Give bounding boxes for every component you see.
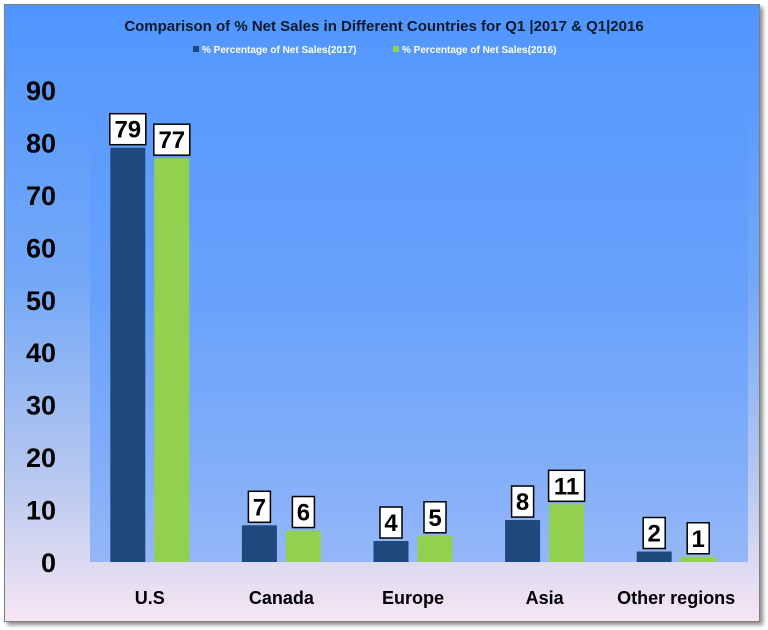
y-tick-label: 90 <box>26 76 56 106</box>
bar-2017-u-s <box>110 147 146 562</box>
bar-2016-u-s <box>154 158 190 562</box>
y-tick-label: 50 <box>26 286 56 316</box>
bar-2016-other-regions <box>680 556 716 562</box>
data-label: 11 <box>554 473 579 500</box>
data-label-box <box>379 506 403 539</box>
data-label-box <box>686 522 710 555</box>
bar-2017-other-regions <box>636 551 672 562</box>
x-tick-label: U.S <box>135 588 165 608</box>
data-label-box <box>109 112 147 146</box>
legend: % Percentage of Net Sales(2017) % Percent… <box>193 45 557 56</box>
data-label: 4 <box>384 510 398 537</box>
y-tick-label: 70 <box>26 181 56 211</box>
data-label: 79 <box>114 117 141 144</box>
bar-2016-asia <box>549 504 585 562</box>
legend-label-2: % Percentage of Net Sales(2016) <box>402 45 557 56</box>
data-label: 1 <box>692 526 705 553</box>
legend-label-1: % Percentage of Net Sales(2017) <box>202 45 357 56</box>
y-axis: 0 10 20 30 40 50 60 70 80 90 <box>26 76 56 578</box>
bar-2017-asia <box>505 520 541 562</box>
y-tick-label: 80 <box>26 128 56 158</box>
data-label-box <box>247 490 272 524</box>
chart-title: Comparison of % Net Sales in Different C… <box>124 18 643 35</box>
data-label-box <box>510 485 535 518</box>
data-label: 7 <box>253 494 266 521</box>
data-label-box <box>291 495 316 529</box>
data-label: 2 <box>648 521 661 548</box>
bar-2017-europe <box>373 541 409 562</box>
bar-2017-canada <box>241 525 277 562</box>
x-tick-label: Canada <box>249 588 315 608</box>
bar-2016-europe <box>417 535 453 562</box>
bars <box>110 147 716 562</box>
x-tick-label: Other regions <box>617 588 735 608</box>
data-label: 5 <box>428 505 441 532</box>
x-tick-label: Asia <box>526 588 565 608</box>
legend-swatch-2 <box>393 46 399 52</box>
y-tick-label: 20 <box>26 443 56 473</box>
x-tick-label: Europe <box>382 588 444 608</box>
data-label-box <box>153 123 191 156</box>
bar-2016-canada <box>285 530 321 562</box>
data-label-box <box>423 501 447 534</box>
data-label: 77 <box>158 127 185 154</box>
legend-swatch-1 <box>193 46 199 52</box>
plot-area <box>90 90 748 562</box>
data-label: 6 <box>297 500 310 527</box>
y-tick-label: 10 <box>26 496 56 526</box>
x-axis: U.S Canada Europe Asia Other regions <box>135 588 735 608</box>
data-label-box <box>642 516 666 550</box>
y-tick-label: 40 <box>26 338 56 368</box>
data-label: 8 <box>516 489 529 516</box>
y-tick-label: 60 <box>26 233 56 263</box>
y-tick-label: 0 <box>41 548 56 578</box>
data-label-box <box>547 469 586 503</box>
y-tick-label: 30 <box>26 391 56 421</box>
